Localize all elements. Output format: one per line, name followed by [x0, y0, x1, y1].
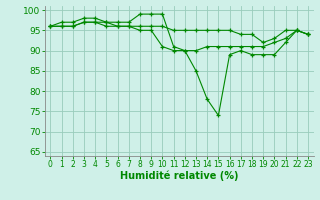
X-axis label: Humidité relative (%): Humidité relative (%) [120, 171, 238, 181]
